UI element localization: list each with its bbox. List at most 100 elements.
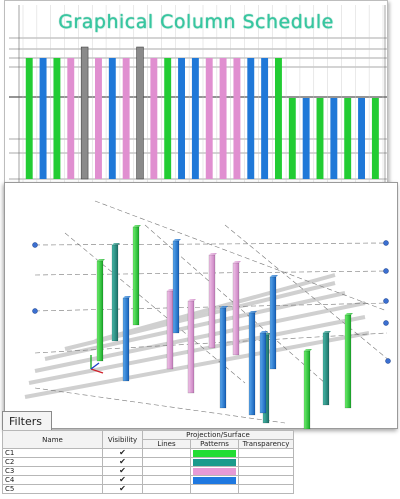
transparency-override-cell[interactable] [238, 466, 294, 476]
schedule-column-bar[interactable] [358, 98, 365, 179]
structural-column[interactable] [111, 244, 119, 342]
schedule-column-bar[interactable] [25, 58, 33, 179]
grid-line [34, 387, 286, 424]
grid-bubble[interactable] [383, 240, 389, 246]
grid-bubble[interactable] [32, 308, 38, 314]
3d-view[interactable] [4, 182, 399, 430]
schedule-column-bar[interactable] [67, 58, 75, 179]
schedule-column-bar[interactable] [316, 98, 324, 179]
3d-view-canvas[interactable] [5, 183, 399, 430]
schedule-column-bar[interactable] [150, 58, 158, 179]
schedule-column-bar[interactable] [191, 58, 199, 179]
transparency-override-cell[interactable] [238, 448, 294, 458]
structural-column[interactable] [344, 314, 352, 409]
filter-name[interactable]: C2 [2, 457, 103, 467]
header-patterns: Patterns [190, 439, 239, 449]
view-cube-axes-icon[interactable] [90, 355, 104, 374]
schedule-column-bar[interactable] [108, 58, 116, 179]
schedule-column-bar[interactable] [136, 46, 144, 180]
schedule-column-bar[interactable] [371, 98, 379, 179]
column-cap [123, 296, 131, 298]
structural-column[interactable] [132, 226, 140, 326]
filter-name[interactable]: C5 [2, 484, 103, 494]
column-cap [260, 331, 268, 333]
filter-row[interactable]: C2 ✔ [2, 457, 294, 467]
patterns-override-cell[interactable] [190, 466, 239, 476]
structural-column[interactable] [248, 312, 256, 416]
grid-bubble[interactable] [383, 268, 389, 274]
filter-name[interactable]: C3 [2, 466, 103, 476]
structural-column[interactable] [219, 307, 227, 409]
filter-row[interactable]: C4 ✔ [2, 475, 294, 485]
transparency-override-cell[interactable] [238, 484, 294, 494]
visibility-checkbox[interactable]: ✔ [119, 475, 126, 484]
lines-override-cell[interactable] [142, 484, 191, 494]
lines-override-cell[interactable] [142, 475, 191, 485]
schedule-column-bar[interactable] [288, 98, 296, 179]
schedule-column-bar[interactable] [95, 58, 102, 179]
lines-override-cell[interactable] [142, 448, 191, 458]
grid-line [224, 224, 391, 362]
filter-row[interactable]: C5 ✔ [2, 484, 294, 494]
grid-bubble[interactable] [383, 320, 389, 326]
patterns-override-cell[interactable] [190, 475, 239, 485]
schedule-column-bar[interactable] [344, 98, 352, 179]
grid-bubble[interactable] [385, 358, 391, 364]
schedule-column-bar[interactable] [275, 58, 282, 179]
transparency-override-cell[interactable] [238, 475, 294, 485]
schedule-column-bar[interactable] [247, 58, 255, 179]
schedule-column-bar[interactable] [39, 58, 47, 179]
structural-column[interactable] [166, 290, 174, 370]
structural-column[interactable] [259, 332, 267, 414]
column-cap [209, 253, 217, 255]
visibility-checkbox[interactable]: ✔ [119, 448, 126, 457]
visibility-checkbox[interactable]: ✔ [119, 484, 126, 493]
schedule-column-bar[interactable] [219, 58, 227, 179]
lines-override-cell[interactable] [142, 457, 191, 467]
structural-column[interactable] [208, 254, 216, 349]
structural-column[interactable] [96, 260, 104, 362]
filter-row[interactable]: C1 ✔ [2, 448, 294, 458]
schedule-column-bar[interactable] [302, 98, 310, 179]
schedule-column-bar[interactable] [53, 58, 61, 179]
pattern-color-swatch[interactable] [193, 467, 236, 475]
filter-name[interactable]: C4 [2, 475, 103, 485]
pattern-color-swatch[interactable] [193, 458, 236, 466]
visibility-checkbox[interactable]: ✔ [119, 466, 126, 475]
schedule-title: Graphical Column Schedule [58, 11, 334, 33]
structural-column[interactable] [303, 350, 311, 430]
header-transparency: Transparency [238, 439, 294, 449]
header-name[interactable]: Name [2, 430, 103, 449]
transparency-override-cell[interactable] [238, 457, 294, 467]
schedule-column-bar[interactable] [80, 46, 89, 180]
grid-line [64, 232, 246, 384]
schedule-column-bar[interactable] [122, 58, 130, 179]
structural-column[interactable] [322, 332, 330, 406]
pattern-color-swatch[interactable] [193, 476, 236, 484]
filter-row[interactable]: C3 ✔ [2, 466, 294, 476]
structural-column[interactable] [122, 297, 130, 382]
grid-bubble[interactable] [32, 242, 38, 248]
filters-tab[interactable]: Filters [2, 411, 52, 431]
lines-override-cell[interactable] [142, 466, 191, 476]
schedule-column-bar[interactable] [164, 58, 172, 179]
structural-column[interactable] [172, 240, 180, 334]
schedule-column-bar[interactable] [233, 58, 241, 179]
schedule-column-bar[interactable] [178, 58, 185, 179]
pattern-color-swatch[interactable] [193, 449, 236, 457]
floor-beam [28, 315, 366, 385]
filter-name[interactable]: C1 [2, 448, 103, 458]
schedule-grid [9, 5, 387, 209]
structural-column[interactable] [232, 262, 240, 356]
schedule-column-bar[interactable] [205, 58, 213, 179]
header-visibility[interactable]: Visibility [102, 430, 143, 449]
patterns-override-cell[interactable] [190, 484, 239, 494]
structural-column[interactable] [269, 276, 277, 370]
visibility-checkbox[interactable]: ✔ [119, 457, 126, 466]
grid-bubble[interactable] [383, 298, 389, 304]
schedule-column-bar[interactable] [261, 58, 269, 179]
patterns-override-cell[interactable] [190, 457, 239, 467]
schedule-column-bar[interactable] [330, 98, 338, 179]
patterns-override-cell[interactable] [190, 448, 239, 458]
structural-column[interactable] [187, 300, 195, 394]
